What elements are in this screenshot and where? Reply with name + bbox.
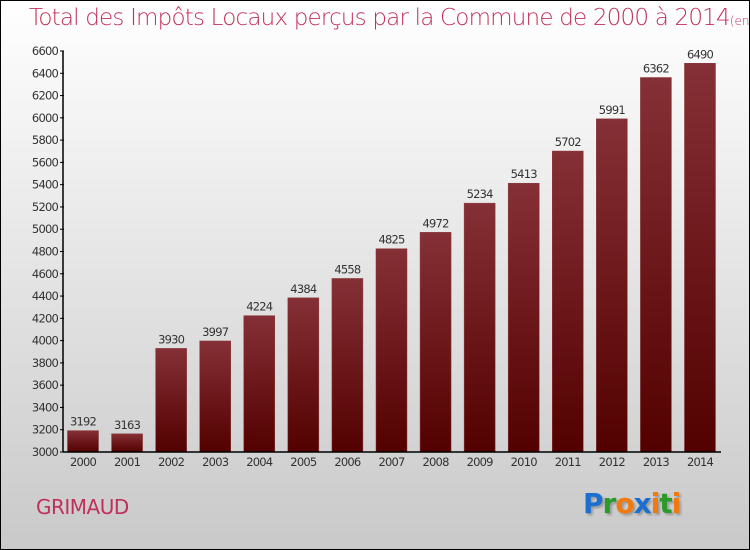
bar [199, 340, 231, 453]
data-label: 5234 [467, 187, 494, 201]
y-tick-label: 6600 [32, 44, 59, 58]
y-tick-label: 5600 [32, 155, 59, 169]
bar [155, 348, 187, 453]
x-tick-label: 2012 [599, 455, 626, 469]
x-tick-label: 2007 [378, 455, 405, 469]
x-tick-label: 2004 [246, 455, 273, 469]
x-tick-label: 2014 [687, 455, 714, 469]
y-tick-label: 4200 [32, 311, 59, 325]
x-tick-label: 2013 [643, 455, 670, 469]
x-tick-label: 2009 [467, 455, 494, 469]
bar [331, 278, 364, 453]
data-label: 5991 [599, 103, 626, 117]
y-tick-label: 5800 [32, 133, 59, 147]
x-tick-label: 2002 [158, 455, 185, 469]
y-tick-label: 4400 [32, 289, 59, 303]
data-label: 4972 [423, 216, 450, 230]
bar [463, 202, 496, 453]
data-label: 5413 [511, 167, 538, 181]
x-tick-label: 2003 [202, 455, 229, 469]
bar [67, 430, 99, 453]
y-tick-label: 3800 [32, 356, 59, 370]
x-tick-label: 2006 [334, 455, 361, 469]
bar [684, 63, 716, 453]
y-tick-label: 5000 [32, 222, 59, 236]
y-tick-label: 5200 [32, 200, 59, 214]
y-tick-label: 4600 [32, 267, 59, 281]
data-label: 4224 [246, 300, 273, 314]
bar [375, 248, 408, 453]
commune-name: GRIMAUD [36, 495, 129, 519]
data-label: 3930 [158, 332, 185, 346]
proxiti-logo: Proxiti [583, 487, 681, 520]
bar [596, 118, 628, 453]
data-label: 6362 [643, 62, 670, 76]
bar [640, 77, 672, 453]
y-tick-label: 3400 [32, 400, 59, 414]
x-tick-label: 2010 [511, 455, 538, 469]
bar [287, 297, 320, 453]
y-tick-label: 3200 [32, 423, 59, 437]
x-tick-label: 2001 [114, 455, 141, 469]
x-tick-label: 2008 [423, 455, 450, 469]
data-label: 4384 [290, 282, 317, 296]
bar [419, 232, 452, 453]
x-tick-label: 2011 [555, 455, 582, 469]
title-text: Total des Impôts Locaux perçus par la Co… [29, 5, 731, 31]
bar [507, 182, 540, 453]
data-label: 4558 [334, 262, 361, 276]
y-tick-label: 4000 [32, 334, 59, 348]
bar [552, 150, 584, 453]
y-tick-label: 3000 [32, 445, 59, 459]
y-tick-label: 6400 [32, 66, 59, 80]
data-label: 4825 [378, 233, 405, 247]
bar [243, 315, 276, 453]
data-label: 5702 [555, 135, 582, 149]
y-tick-label: 6200 [32, 89, 59, 103]
y-tick-label: 3600 [32, 378, 59, 392]
x-tick-label: 2000 [70, 455, 97, 469]
y-tick-label: 5400 [32, 178, 59, 192]
y-tick-label: 4800 [32, 245, 59, 259]
data-label: 3192 [70, 415, 97, 429]
data-label: 3163 [114, 418, 141, 432]
x-tick-label: 2005 [290, 455, 317, 469]
chart-title: Total des Impôts Locaux perçus par la Co… [29, 5, 750, 31]
data-label: 3997 [202, 325, 229, 339]
data-label: 6490 [687, 47, 714, 61]
subtitle-text: (en milliers d'€) [729, 14, 750, 28]
bar [111, 433, 143, 453]
y-tick-label: 6000 [32, 111, 59, 125]
